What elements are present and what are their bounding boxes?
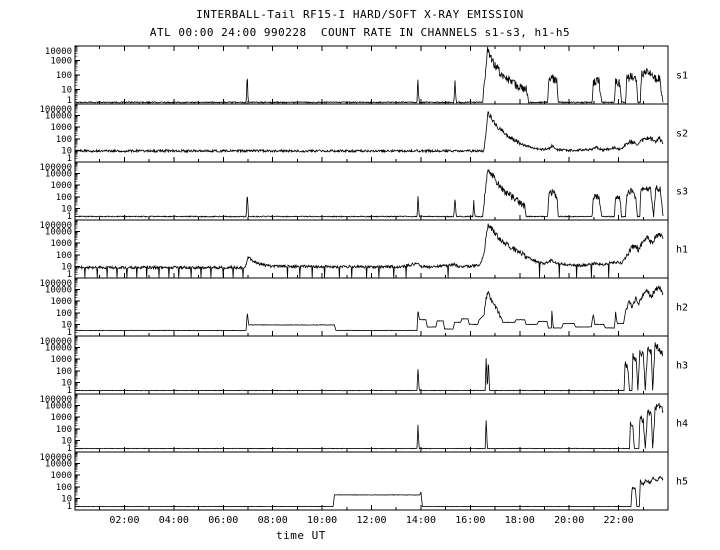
y-tick-label-h4: 100000 bbox=[39, 395, 72, 405]
series-s3 bbox=[74, 168, 664, 219]
y-tick-label-s3: 100000 bbox=[39, 163, 72, 173]
panel-frame-h2 bbox=[74, 277, 669, 337]
y-tick-label-s2: 1000 bbox=[50, 123, 72, 133]
x-axis-label: time UT bbox=[276, 529, 326, 542]
panel-frame-s2 bbox=[74, 103, 669, 163]
y-tick-label-s3: 100 bbox=[56, 193, 72, 203]
y-tick-label-s2: 10 bbox=[61, 146, 72, 156]
y-tick-label-h4: 10 bbox=[61, 436, 72, 446]
y-tick-label-h3: 100 bbox=[56, 367, 72, 377]
panel-label-h4: h4 bbox=[676, 419, 688, 430]
y-tick-label-h2: 100 bbox=[56, 309, 72, 319]
y-tick-label-s3: 10 bbox=[61, 204, 72, 214]
panel-label-h1: h1 bbox=[676, 245, 688, 256]
y-tick-label-h5: 10000 bbox=[45, 460, 72, 470]
y-tick-label-h3: 1 bbox=[67, 386, 72, 396]
y-tick-label-h5: 1 bbox=[67, 502, 72, 512]
series-h5 bbox=[74, 475, 664, 508]
y-tick-label-h1: 10000 bbox=[45, 228, 72, 238]
y-tick-label-h3: 1000 bbox=[50, 355, 72, 365]
series-s1 bbox=[74, 46, 664, 105]
x-tick-label-22:00: 22:00 bbox=[604, 515, 634, 526]
panel-frame-s3 bbox=[74, 161, 669, 221]
y-tick-label-s1: 100 bbox=[56, 71, 72, 81]
y-tick-label-h1: 1 bbox=[67, 270, 72, 280]
panel-frame-h5 bbox=[74, 451, 669, 511]
y-tick-label-s2: 1 bbox=[67, 154, 72, 164]
y-tick-label-s2: 100000 bbox=[39, 105, 72, 115]
y-tick-label-h5: 100 bbox=[56, 483, 72, 493]
y-tick-label-s3: 1 bbox=[67, 212, 72, 222]
x-tick-label-18:00: 18:00 bbox=[505, 515, 535, 526]
series-h1 bbox=[74, 223, 664, 279]
panel-frame-h3 bbox=[74, 335, 669, 395]
y-tick-label-h4: 100 bbox=[56, 425, 72, 435]
y-tick-label-h1: 10 bbox=[61, 262, 72, 272]
y-tick-label-h4: 1 bbox=[67, 444, 72, 454]
panel-frame-h1 bbox=[74, 219, 669, 279]
panel-label-h3: h3 bbox=[676, 361, 688, 372]
series-h4 bbox=[74, 402, 664, 450]
chart-title: INTERBALL-Tail RF15-I HARD/SOFT X-RAY EM… bbox=[196, 8, 524, 21]
y-tick-label-h1: 100 bbox=[56, 251, 72, 261]
panel-label-h2: h2 bbox=[676, 303, 688, 314]
y-tick-label-s3: 10000 bbox=[45, 170, 72, 180]
y-tick-label-h3: 100000 bbox=[39, 337, 72, 347]
x-tick-label-14:00: 14:00 bbox=[406, 515, 436, 526]
y-tick-label-h1: 1000 bbox=[50, 239, 72, 249]
panel-label-h5: h5 bbox=[676, 477, 688, 488]
y-tick-label-h5: 1000 bbox=[50, 471, 72, 481]
x-tick-label-20:00: 20:00 bbox=[554, 515, 584, 526]
y-tick-label-h3: 10 bbox=[61, 378, 72, 388]
y-tick-label-h5: 100000 bbox=[39, 453, 72, 463]
y-tick-label-s1: 10 bbox=[61, 86, 72, 96]
x-tick-label-16:00: 16:00 bbox=[455, 515, 485, 526]
y-tick-label-h2: 1000 bbox=[50, 297, 72, 307]
y-tick-label-s1: 1000 bbox=[50, 57, 72, 67]
y-tick-label-h2: 100000 bbox=[39, 279, 72, 289]
y-tick-label-s1: 10000 bbox=[45, 47, 72, 57]
y-tick-label-s2: 10000 bbox=[45, 112, 72, 122]
panel-label-s3: s3 bbox=[676, 187, 688, 198]
panel-frame-s1 bbox=[74, 45, 669, 105]
x-tick-label-10:00: 10:00 bbox=[307, 515, 337, 526]
series-h3 bbox=[74, 342, 664, 392]
x-tick-label-12:00: 12:00 bbox=[356, 515, 386, 526]
y-tick-label-s3: 1000 bbox=[50, 181, 72, 191]
y-tick-label-h4: 1000 bbox=[50, 413, 72, 423]
y-tick-label-h3: 10000 bbox=[45, 344, 72, 354]
panel-label-s2: s2 bbox=[676, 129, 688, 140]
y-tick-label-h2: 1 bbox=[67, 328, 72, 338]
y-tick-label-h2: 10000 bbox=[45, 286, 72, 296]
y-tick-label-h5: 10 bbox=[61, 494, 72, 504]
series-s2 bbox=[74, 110, 664, 154]
chart-subtitle: ATL 00:00 24:00 990228 COUNT RATE IN CHA… bbox=[149, 26, 571, 39]
panel-label-s1: s1 bbox=[676, 71, 688, 82]
x-tick-label-08:00: 08:00 bbox=[258, 515, 288, 526]
y-tick-label-s1: 1 bbox=[67, 96, 72, 106]
y-tick-label-h4: 10000 bbox=[45, 402, 72, 412]
x-tick-label-02:00: 02:00 bbox=[109, 515, 139, 526]
x-tick-label-04:00: 04:00 bbox=[159, 515, 189, 526]
series-h2 bbox=[74, 285, 664, 332]
x-tick-label-06:00: 06:00 bbox=[208, 515, 238, 526]
y-tick-label-h1: 100000 bbox=[39, 221, 72, 231]
panel-frame-h4 bbox=[74, 393, 669, 453]
y-tick-label-s2: 100 bbox=[56, 135, 72, 145]
y-tick-label-h2: 10 bbox=[61, 320, 72, 330]
